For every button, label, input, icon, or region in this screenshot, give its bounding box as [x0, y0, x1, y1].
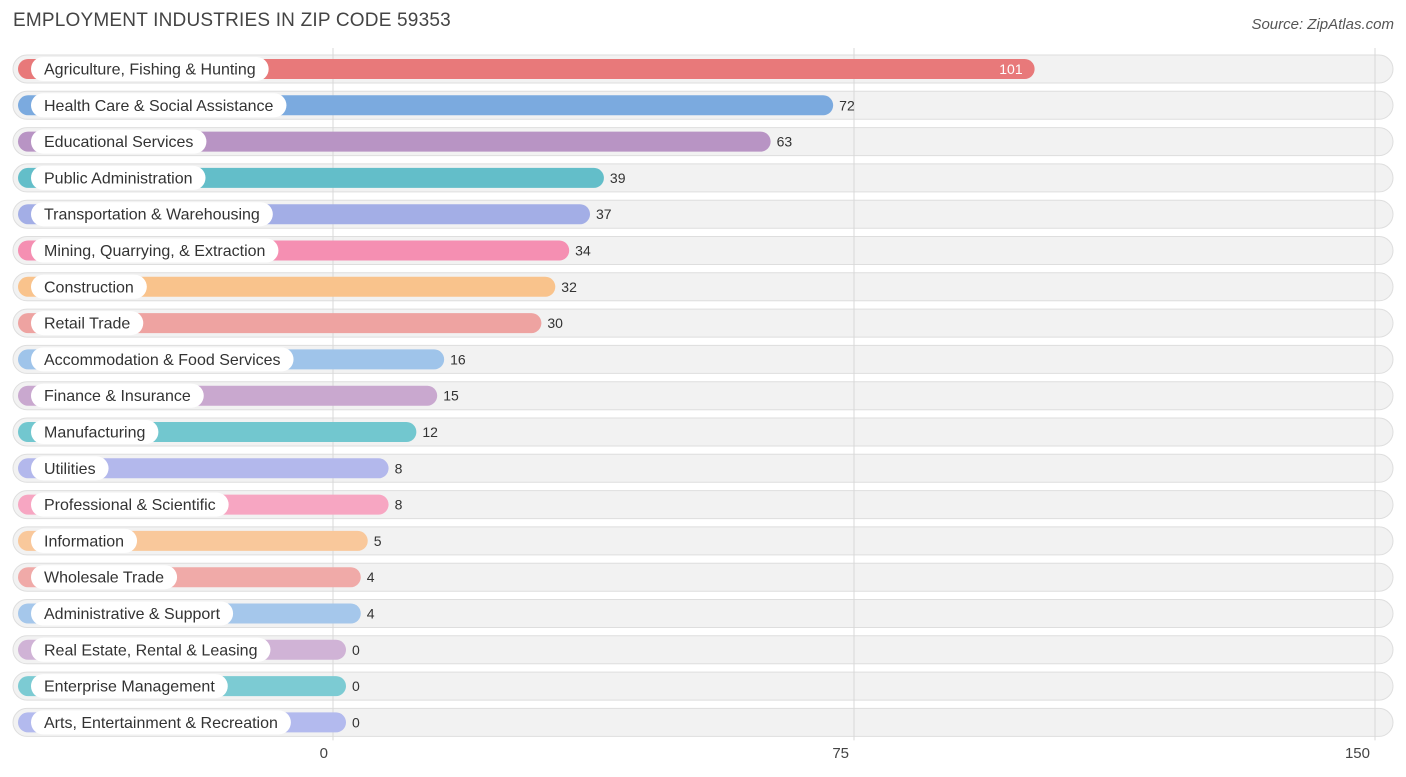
value-label-15: 4: [367, 606, 375, 622]
row-background: [12, 635, 1394, 665]
category-label-15: Administrative & Support: [44, 606, 221, 623]
chart-source: Source: ZipAtlas.com: [1251, 16, 1394, 33]
value-label-16: 0: [352, 642, 360, 658]
value-label-17: 0: [352, 678, 360, 694]
tick-label-0: 0: [320, 745, 328, 762]
category-pill-10: [31, 420, 159, 444]
value-label-14: 4: [367, 569, 375, 585]
bars: Agriculture, Fishing & Hunting 101 Health …: [18, 57, 1035, 735]
category-pill-11: [31, 456, 109, 481]
category-pill-1: [31, 93, 287, 118]
value-label-1: 72: [839, 97, 855, 113]
category-label-7: Retail Trade: [44, 316, 130, 333]
value-label-0: 101: [999, 61, 1023, 77]
category-pill-9: [31, 383, 204, 408]
category-pill-12: [31, 492, 229, 517]
chart-title: EMPLOYMENT INDUSTRIES IN ZIP CODE 59353: [13, 10, 451, 31]
category-pill-6: [31, 274, 147, 299]
category-pill-15: [31, 601, 234, 626]
category-pill-8: [31, 347, 294, 372]
category-pill-17: [31, 674, 228, 699]
value-label-8: 16: [450, 351, 466, 367]
value-label-4: 37: [596, 206, 612, 222]
category-label-11: Utilities: [44, 461, 96, 478]
bar-0: [18, 59, 1035, 79]
value-label-3: 39: [610, 170, 626, 186]
category-label-6: Construction: [44, 279, 134, 296]
category-pill-7: [31, 311, 144, 336]
category-label-12: Professional & Scientific: [44, 497, 216, 514]
bar-7: [18, 313, 542, 334]
category-label-17: Enterprise Management: [44, 679, 215, 696]
value-label-11: 8: [395, 460, 403, 476]
row-background: [12, 562, 1394, 592]
value-label-7: 30: [547, 315, 563, 331]
category-label-8: Accommodation & Food Services: [44, 352, 281, 369]
x-axis-ticks: 0 75 150: [320, 745, 1370, 762]
category-label-13: Information: [44, 533, 124, 550]
category-label-5: Mining, Quarrying, & Extraction: [44, 243, 265, 260]
category-label-2: Educational Services: [44, 134, 193, 151]
value-label-2: 63: [777, 134, 793, 150]
category-label-4: Transportation & Warehousing: [44, 207, 260, 224]
category-pill-5: [31, 238, 279, 263]
tick-label-75: 75: [832, 745, 849, 762]
bar-11: [18, 458, 389, 479]
category-label-10: Manufacturing: [44, 425, 145, 442]
bar-6: [18, 276, 556, 297]
category-pill-2: [31, 129, 207, 154]
category-label-3: Public Administration: [44, 170, 193, 187]
category-pill-3: [31, 165, 206, 190]
value-label-12: 8: [395, 497, 403, 513]
category-pill-0: [31, 57, 269, 81]
category-pill-16: [31, 637, 271, 662]
category-label-0: Agriculture, Fishing & Hunting: [44, 62, 256, 79]
value-label-5: 34: [575, 243, 591, 259]
row-background: [12, 707, 1394, 737]
category-label-1: Health Care & Social Assistance: [44, 98, 274, 115]
category-pill-4: [31, 202, 273, 227]
category-pill-13: [31, 528, 138, 553]
category-pill-18: [31, 710, 291, 735]
category-label-16: Real Estate, Rental & Leasing: [44, 642, 257, 659]
value-label-18: 0: [352, 714, 360, 730]
category-label-9: Finance & Insurance: [44, 388, 191, 405]
category-pill-14: [31, 565, 178, 590]
value-label-13: 5: [374, 533, 382, 549]
bar-2: [18, 131, 771, 152]
row-background: [12, 599, 1394, 628]
category-label-18: Arts, Entertainment & Recreation: [44, 715, 278, 732]
value-label-6: 32: [561, 279, 577, 295]
value-label-10: 12: [422, 424, 438, 440]
category-label-14: Wholesale Trade: [44, 570, 164, 587]
tick-label-150: 150: [1345, 745, 1370, 762]
row-background: [12, 671, 1394, 701]
value-label-9: 15: [443, 388, 459, 404]
